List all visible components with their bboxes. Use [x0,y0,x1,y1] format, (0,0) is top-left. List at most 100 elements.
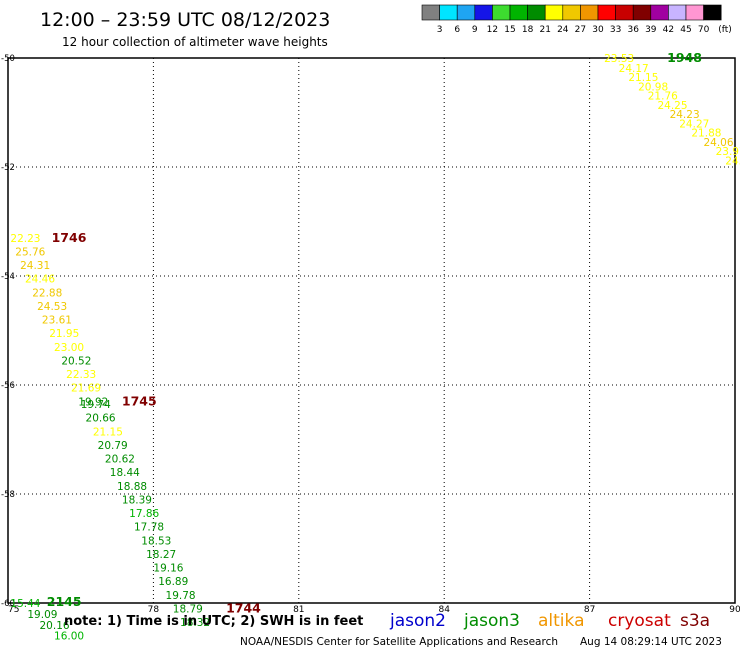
mission-label: jason3 [463,611,520,631]
mission-label: cryosat [608,611,671,631]
legend-bin-label: 3 [437,25,443,35]
legend-swatch [439,4,458,21]
wave-height-value: 19.09 [27,609,57,621]
legend-bin-label: 42 [663,25,674,35]
legend-bin-label: 6 [454,25,460,35]
map-title: 12:00 – 23:59 UTC 08/12/2023 [40,9,330,31]
wave-height-value: 24.17 [619,63,649,75]
longitude-tick-label: 87 [584,605,595,615]
footer-credit: NOAA/NESDIS Center for Satellite Applica… [240,636,558,648]
legend-swatch [492,4,511,21]
legend-bin-label: 12 [487,25,498,35]
mission-label: jason2 [389,611,446,631]
map-subtitle: 12 hour collection of altimeter wave hei… [62,35,328,49]
longitude-tick-label: 90 [729,605,740,615]
legend-bin-label: 18 [522,25,534,35]
wave-height-value: 18.88 [117,481,147,493]
legend-swatch [650,4,669,21]
legend-bin-label: 15 [504,25,515,35]
legend-swatch [527,4,546,21]
wave-height-value: 23.97 [716,146,740,158]
wave-height-value: 20.52 [61,355,91,367]
wave-height-value: 24.5 [725,155,740,167]
legend-unit: (ft) [718,25,732,35]
legend-swatch [597,4,616,21]
satellite-pass: 23.5324.1721.1520.9821.7624.2524.2324.27… [604,50,740,167]
legend-swatch [615,4,634,21]
latitude-tick-label: -58 [1,490,15,500]
latitude-tick-label: -54 [1,272,15,282]
latitude-tick-label: -60 [1,599,15,609]
legend-bin-label: 39 [645,25,657,35]
legend-bin-label: 24 [557,25,569,35]
wave-height-value: 21.88 [691,128,721,140]
wave-height-color-legend: 3 6 9 12 15 18 21 24 27 30 33 36 39 42 45 70 (ft) [421,4,732,35]
pass-time-label: 2145 [47,594,82,609]
wave-height-value: 18.32 [180,617,210,629]
wave-height-value: 21.95 [49,328,79,340]
wave-height-value: 24.25 [657,100,687,112]
wave-height-value: 22.33 [66,369,96,381]
latitude-tick-label: -52 [1,163,15,173]
legend-swatch [456,4,476,21]
footer-note: note: 1) Time is in UTC; 2) SWH is in fe… [64,614,363,629]
pass-time-label: 1746 [52,230,87,245]
wave-height-value: 18.79 [173,603,203,615]
wave-height-value: 22.88 [32,287,62,299]
wave-height-value: 20.16 [40,620,70,632]
legend-swatch [668,4,687,21]
wave-height-value: 18.39 [122,494,152,506]
wave-height-value: 24.53 [37,301,67,313]
legend-swatch [562,4,581,21]
wave-height-value: 19.78 [166,590,196,602]
legend-bin-label: 33 [610,25,621,35]
wave-height-value: 19.92 [78,396,108,408]
wave-height-value: 17.78 [134,522,164,534]
wave-height-value: 24.31 [20,260,50,272]
legend-bin-label: 27 [575,25,586,35]
legend-bin-label: 30 [592,25,604,35]
wave-height-value: 18.53 [141,535,171,547]
legend-swatch [474,4,493,21]
wave-height-value: 21.69 [71,383,101,395]
latitude-tick-label: -50 [1,54,15,64]
footer-timestamp: Aug 14 08:29:14 UTC 2023 [580,636,722,648]
wave-height-value: 18.44 [110,467,140,479]
wave-height-value: 21.15 [93,426,123,438]
wave-height-value: 18.27 [146,549,176,561]
legend-bin-label: 36 [627,25,639,35]
wave-height-value: 21.15 [628,72,658,84]
wave-height-value: 16.00 [54,631,84,643]
wave-height-value: 17.86 [129,508,159,520]
legend-swatch [685,4,704,21]
legend-swatch [703,4,722,21]
map-frame [7,57,736,604]
mission-label: altika [538,611,585,631]
wave-height-value: 20.66 [86,413,116,425]
wave-height-value: 24.46 [25,274,55,286]
legend-bin-label: 45 [680,25,691,35]
wave-height-value: 19.16 [153,563,183,575]
wave-height-value: 15.44 [10,598,40,610]
legend-bin-label: 70 [698,25,710,35]
legend-swatch [421,4,440,21]
mission-legend: jason2 jason3 altika cryosat s3a [389,611,710,631]
longitude-tick-label: 78 [148,605,160,615]
latitude-tick-labels: -50 -52 -54 -56 -58 -60 [1,54,15,609]
wave-height-value: 23.61 [42,315,72,327]
wave-height-value: 22.23 [10,233,40,245]
latitude-tick-label: -56 [1,381,15,391]
map-grid [8,58,735,603]
pass-time-label: 1948 [667,50,702,65]
wave-height-value: 19.74 [81,399,111,411]
wave-height-value: 24.27 [679,118,709,130]
mission-label: s3a [680,611,710,631]
pass-time-label: 1745 [122,393,157,408]
wave-height-value: 23.53 [604,53,634,65]
wave-height-value: 20.79 [98,440,128,452]
wave-height-value: 20.98 [638,81,668,93]
wave-height-value: 16.89 [158,576,188,588]
